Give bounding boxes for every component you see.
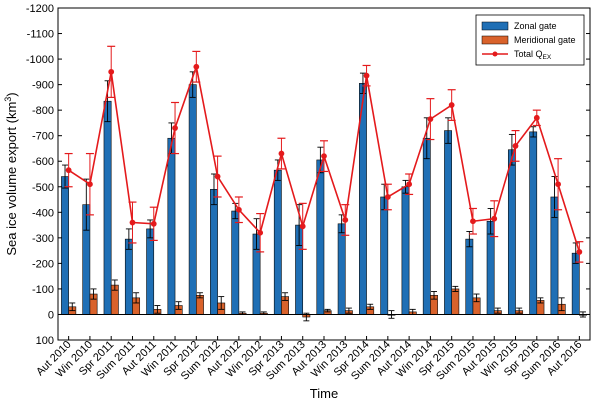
total-point <box>448 102 455 108</box>
bar-zonal-gate <box>380 196 389 315</box>
total-point <box>384 194 391 200</box>
y-tick-label: -1100 <box>27 29 54 41</box>
total-point <box>491 215 498 222</box>
total-point <box>342 217 349 223</box>
legend-label-total-main: Total Q <box>514 49 543 59</box>
bar-zonal-gate <box>465 238 474 315</box>
bar-zonal-gate <box>210 189 218 315</box>
legend-swatch-zonal <box>481 21 509 31</box>
legend: Zonal gate Meridional gate Total QEX <box>475 14 585 66</box>
total-point <box>257 229 264 236</box>
y-tick-label: -100 <box>32 284 54 296</box>
bar-zonal-gate <box>529 131 538 315</box>
y-axis-title: Sea ice volume export (km3) <box>3 92 19 255</box>
legend-label-total: Total QEX <box>514 49 552 61</box>
y-tick-label: -300 <box>32 233 54 245</box>
y-tick-label: -200 <box>32 258 54 270</box>
legend-label-total-subscript: EX <box>543 54 552 61</box>
y-tick-label: -800 <box>32 105 54 117</box>
total-point <box>235 206 242 213</box>
bar-zonal-gate <box>103 100 112 315</box>
y-tick-label: 100 <box>36 335 54 347</box>
total-point <box>321 153 327 160</box>
legend-label-meridional: Meridional gate <box>514 35 576 45</box>
bar-zonal-gate <box>316 159 325 315</box>
total-point <box>278 150 285 157</box>
y-tick-label: -400 <box>32 207 54 219</box>
y-axis-title-close: ) <box>4 92 19 96</box>
bar-zonal-gate <box>273 169 282 315</box>
total-point <box>470 218 476 225</box>
y-tick-label: -900 <box>32 80 54 92</box>
y-tick-label: 0 <box>48 309 54 321</box>
y-axis-title-main: Sea ice volume export (km <box>4 102 19 256</box>
total-point <box>576 248 583 255</box>
total-point <box>427 116 434 122</box>
total-point <box>299 223 306 230</box>
bars-layer <box>61 83 587 318</box>
legend-marker-total <box>492 51 498 57</box>
bar-zonal-gate <box>422 137 431 315</box>
total-point <box>129 219 136 226</box>
y-tick-label: -1000 <box>26 54 54 66</box>
x-axis-title: Time <box>310 386 338 401</box>
bar-zonal-gate <box>146 228 155 315</box>
bar-zonal-gate <box>444 130 452 315</box>
y-tick-label: -700 <box>32 131 54 143</box>
bar-zonal-gate <box>61 176 69 315</box>
total-point <box>406 181 413 188</box>
y-tick-label: -600 <box>32 156 54 168</box>
bar-meridional-gate <box>451 288 460 315</box>
total-point <box>193 63 200 70</box>
bar-zonal-gate <box>188 84 197 315</box>
bar-zonal-gate <box>231 210 240 315</box>
y-axis-title-superscript: 3 <box>3 97 13 102</box>
total-point <box>512 143 519 149</box>
total-point <box>65 167 72 174</box>
total-line-layer <box>64 45 584 263</box>
total-point <box>363 72 370 79</box>
total-point <box>555 181 561 188</box>
total-point <box>214 173 221 180</box>
total-point <box>150 220 157 227</box>
total-point <box>533 114 540 121</box>
bar-zonal-gate <box>486 220 495 315</box>
bar-zonal-gate <box>401 186 410 315</box>
legend-label-zonal: Zonal gate <box>514 21 557 31</box>
legend-swatch-meridional <box>481 35 509 45</box>
bar-zonal-gate <box>124 238 133 315</box>
y-tick-label: -500 <box>32 182 54 194</box>
y-tick-label: -1200 <box>26 3 54 15</box>
bar-zonal-gate <box>337 223 346 315</box>
total-point <box>108 68 115 75</box>
total-point <box>172 125 178 131</box>
total-point <box>87 181 93 188</box>
y-axis-ticks: 100 0 -100 -200 -300 -400 -500 -600 -700 -800 -900… <box>26 3 590 347</box>
bar-zonal-gate <box>507 149 516 315</box>
bar-zonal-gate <box>167 137 176 315</box>
